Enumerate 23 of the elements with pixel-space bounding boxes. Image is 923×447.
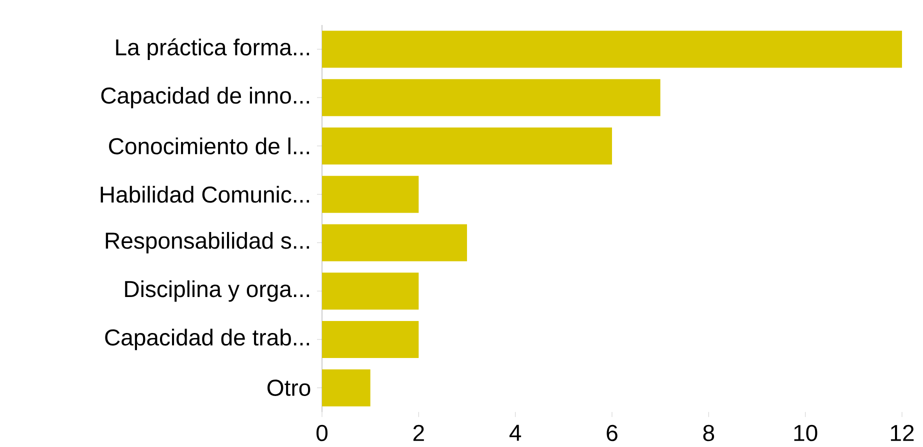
x-tick-label: 0 bbox=[316, 424, 328, 442]
x-tick-label: 4 bbox=[509, 424, 522, 441]
bar bbox=[322, 176, 419, 213]
bar bbox=[322, 321, 419, 358]
x-tick-label: 2 bbox=[413, 424, 424, 442]
bar bbox=[322, 224, 468, 262]
y-tick-label: Habilidad Comunic... bbox=[100, 186, 309, 203]
bar bbox=[322, 369, 370, 406]
y-tick-label: La práctica forma... bbox=[116, 38, 310, 60]
y-tick-label: Responsabilidad s... bbox=[106, 232, 309, 254]
x-tick-label: 12 bbox=[890, 424, 914, 442]
y-tick-label: Otro bbox=[267, 380, 310, 396]
bar bbox=[322, 30, 902, 68]
x-tick-label: 10 bbox=[794, 424, 818, 442]
bar bbox=[322, 79, 660, 116]
y-tick-label: Conocimiento de l... bbox=[109, 138, 309, 154]
y-tick-label: Disciplina y orga... bbox=[125, 280, 309, 302]
y-tick-label: Capacidad de trab... bbox=[105, 328, 309, 350]
bar bbox=[322, 272, 419, 310]
x-tick-label: 6 bbox=[606, 424, 618, 442]
bar bbox=[322, 128, 612, 165]
y-tick-label: Capacidad de inno... bbox=[101, 86, 309, 108]
x-tick-label: 8 bbox=[703, 424, 714, 442]
